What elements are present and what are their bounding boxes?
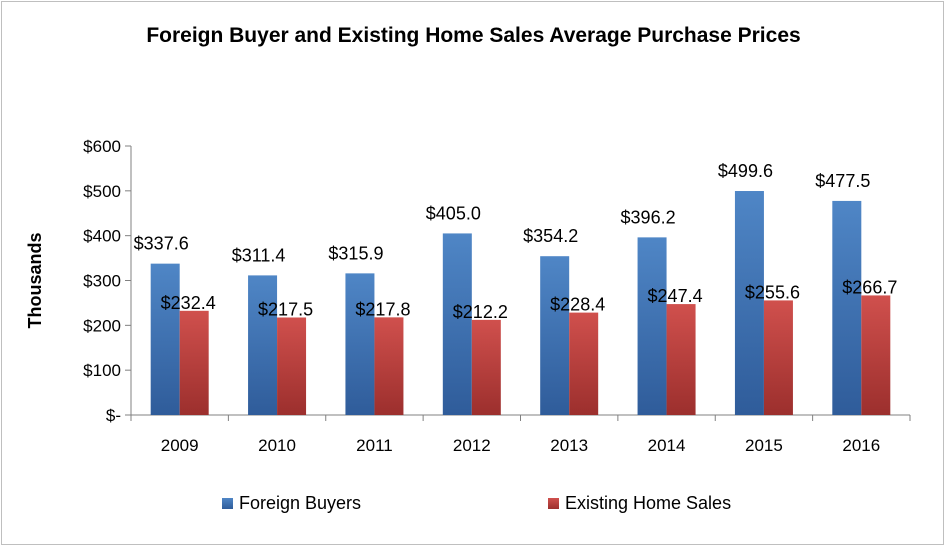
existing-home-sales-data-label: $266.7 <box>842 277 897 297</box>
existing-home-sales-bar <box>763 300 793 415</box>
x-tick-label: 2013 <box>550 436 588 455</box>
x-tick-label: 2014 <box>648 436 686 455</box>
foreign-buyers-bar <box>540 256 570 415</box>
existing-home-sales-data-label: $217.8 <box>355 299 410 319</box>
legend-swatch-foreign-buyers <box>222 498 233 509</box>
foreign-buyers-data-label: $311.4 <box>232 245 286 265</box>
y-tick-label: $500 <box>83 182 121 201</box>
foreign-buyers-data-label: $315.9 <box>328 243 383 263</box>
y-tick-label: $200 <box>83 316 121 335</box>
foreign-buyers-data-label: $405.0 <box>426 203 481 223</box>
legend-label-foreign-buyers: Foreign Buyers <box>239 493 361 513</box>
foreign-buyers-data-label: $354.2 <box>523 226 578 246</box>
x-tick-label: 2011 <box>356 436 393 455</box>
x-tick-label: 2010 <box>258 436 296 455</box>
existing-home-sales-bar <box>277 317 307 415</box>
foreign-buyers-bar <box>150 263 180 415</box>
y-tick-label: $400 <box>83 227 121 246</box>
foreign-buyers-bar <box>734 191 764 415</box>
chart-title: Foreign Buyer and Existing Home Sales Av… <box>146 24 801 47</box>
foreign-buyers-data-label: $477.5 <box>815 171 870 191</box>
existing-home-sales-bar <box>471 319 501 415</box>
existing-home-sales-data-label: $212.2 <box>453 302 508 322</box>
foreign-buyers-bar <box>345 273 375 415</box>
legend-swatch-existing-home-sales <box>548 498 559 509</box>
existing-home-sales-data-label: $232.4 <box>161 293 216 313</box>
existing-home-sales-data-label: $228.4 <box>550 295 605 315</box>
existing-home-sales-bar <box>666 304 696 415</box>
existing-home-sales-bar <box>374 317 404 415</box>
existing-home-sales-data-label: $247.4 <box>648 286 703 306</box>
y-tick-label: $- <box>106 406 121 425</box>
foreign-buyers-data-label: $499.6 <box>718 161 773 181</box>
foreign-buyers-data-label: $337.6 <box>134 234 189 254</box>
existing-home-sales-bar <box>179 310 209 415</box>
y-axis-title: Thousands <box>25 232 45 328</box>
foreign-buyers-bar <box>442 233 472 415</box>
foreign-buyers-bar <box>832 200 862 415</box>
y-tick-label: $600 <box>83 137 121 156</box>
existing-home-sales-data-label: $217.5 <box>258 299 313 319</box>
foreign-buyers-bar <box>248 275 278 415</box>
foreign-buyers-bar <box>637 237 667 415</box>
foreign-buyers-data-label: $396.2 <box>621 207 676 227</box>
x-tick-label: 2016 <box>842 436 880 455</box>
x-tick-label: 2015 <box>745 436 783 455</box>
legend-label-existing-home-sales: Existing Home Sales <box>565 493 731 513</box>
x-tick-label: 2012 <box>453 436 491 455</box>
x-tick-label: 2009 <box>161 436 199 455</box>
existing-home-sales-data-label: $255.6 <box>745 282 800 302</box>
existing-home-sales-bar <box>861 295 891 415</box>
y-tick-label: $100 <box>83 361 121 380</box>
y-tick-label: $300 <box>83 272 121 291</box>
existing-home-sales-bar <box>569 312 599 415</box>
